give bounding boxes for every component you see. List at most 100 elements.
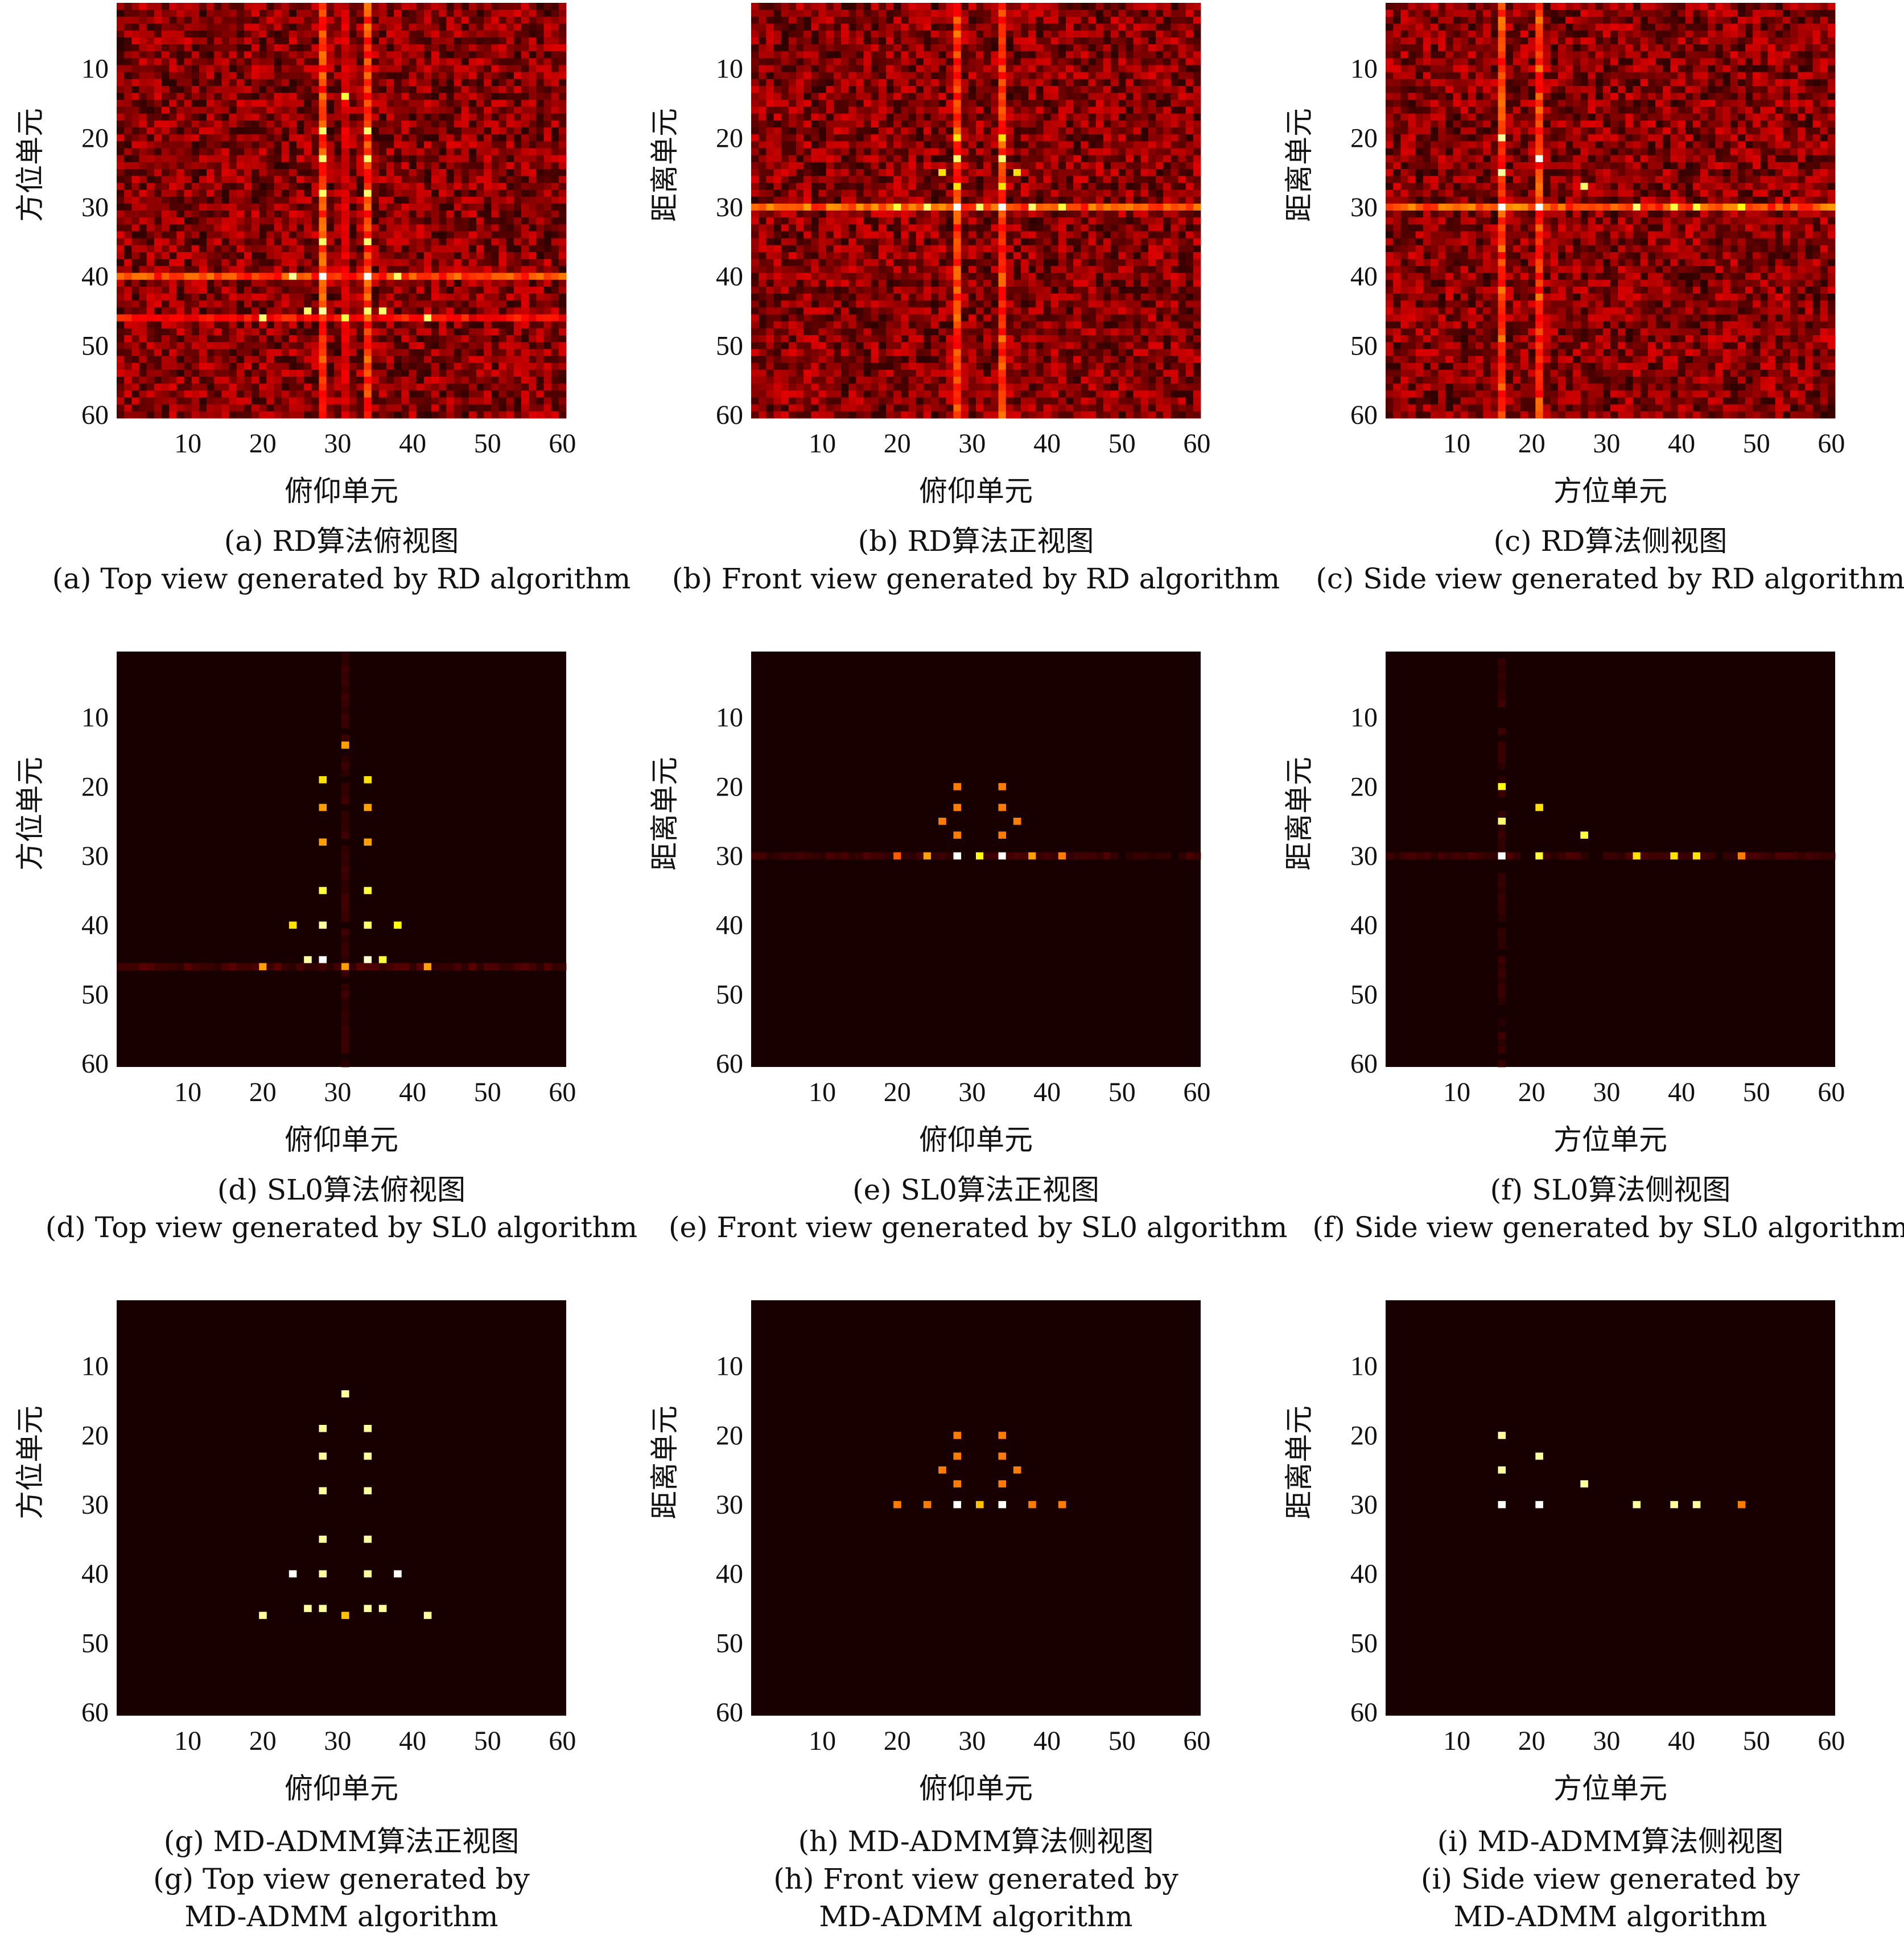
scatterer-cell	[364, 307, 372, 315]
x-tick-label: 10	[809, 1726, 836, 1756]
caption-cn: (b) RD算法正视图	[858, 525, 1094, 558]
heatmap-panel-a: 10 20 30 40 50 60 10 20 30 40 50 60 俯仰单元 方位单元	[14, 3, 576, 508]
scatterer-cell	[319, 838, 327, 846]
scatterer-cell	[1535, 1452, 1543, 1460]
x-tick-label: 20	[884, 1077, 911, 1107]
x-tick-label: 20	[1518, 1077, 1546, 1107]
scatterer-cell	[319, 238, 327, 246]
caption-en: (i) Side view generated by	[1420, 1862, 1800, 1895]
scatterer-cell	[1498, 169, 1506, 176]
plot-area	[1386, 1300, 1835, 1716]
scatterer-cell	[1498, 783, 1506, 790]
scatterer-cell	[289, 273, 297, 281]
y-tick-label: 10	[1350, 54, 1378, 84]
scatterer-cell	[319, 1605, 327, 1612]
scatterer-cell	[998, 183, 1007, 190]
caption-en: MD-ADMM algorithm	[184, 1900, 498, 1933]
x-tick-label: 60	[1183, 1726, 1210, 1756]
x-tick-label: 40	[1033, 1726, 1061, 1756]
x-tick-label: 30	[1593, 1077, 1620, 1107]
caption-cn: (h) MD-ADMM算法侧视图	[798, 1825, 1154, 1858]
scatterer-cell	[1535, 852, 1543, 860]
scatterer-cell	[364, 127, 372, 135]
heatmap-cells	[259, 1390, 432, 1619]
scatterer-cell	[364, 803, 372, 811]
scatterer-cell	[998, 203, 1007, 211]
x-tick-label: 20	[884, 428, 911, 459]
scatterer-cell	[1633, 1501, 1641, 1509]
heatmap-panel-g: 10 20 30 40 50 60 10 20 30 40 50 60 俯仰单元 方位单元	[14, 1300, 576, 1805]
scatterer-cell	[1498, 818, 1506, 825]
scatterer-cell	[953, 783, 962, 790]
scatterer-cell	[976, 1501, 984, 1509]
heatmap-cells	[751, 3, 1201, 419]
scatterer-cell	[319, 1487, 327, 1495]
scatterer-cell	[953, 1432, 962, 1439]
scatterer-cell	[923, 203, 932, 211]
y-axis-label: 距离单元	[648, 108, 681, 222]
y-tick-label: 60	[1350, 1697, 1378, 1728]
scatterer-cell	[341, 741, 349, 749]
y-tick-label: 10	[716, 54, 743, 84]
y-tick-label: 60	[716, 400, 743, 430]
y-tick-label: 60	[716, 1697, 743, 1728]
caption-cn: (d) SL0算法俯视图	[217, 1173, 466, 1206]
y-tick-label: 40	[716, 910, 743, 941]
scatterer-cell	[259, 963, 267, 971]
scatterer-cell	[319, 127, 327, 135]
x-tick-label: 10	[174, 1077, 201, 1107]
scatterer-cell	[953, 803, 962, 811]
y-tick-label: 20	[716, 1420, 743, 1450]
scatterer-cell	[319, 776, 327, 784]
x-tick-label: 10	[1443, 428, 1470, 459]
x-tick-label: 60	[1183, 428, 1210, 459]
scatterer-cell	[998, 134, 1007, 142]
x-tick-label: 60	[1818, 428, 1845, 459]
x-axis-label: 俯仰单元	[919, 1772, 1033, 1805]
scatterer-cell	[319, 1535, 327, 1543]
x-tick-label: 40	[1668, 1726, 1695, 1756]
heatmap-cells	[893, 1432, 1066, 1509]
scatterer-cell	[364, 956, 372, 963]
y-tick-label: 60	[1350, 400, 1378, 430]
scatterer-cell	[1028, 852, 1036, 860]
scatterer-cell	[998, 1480, 1007, 1487]
heatmap-panel-h: 10 20 30 40 50 60 10 20 30 40 50 60 俯仰单元 距离单元	[648, 1300, 1210, 1805]
x-tick-label: 10	[809, 1077, 836, 1107]
x-tick-label: 30	[324, 1077, 351, 1107]
y-tick-label: 40	[1350, 262, 1378, 292]
y-tick-label: 20	[716, 772, 743, 802]
scatterer-cell	[1580, 1480, 1588, 1487]
scatterer-cell	[1498, 1432, 1506, 1439]
y-tick-label: 10	[81, 703, 109, 733]
x-axis-label: 俯仰单元	[919, 1123, 1033, 1156]
y-tick-label: 40	[1350, 910, 1378, 941]
scatterer-cell	[1058, 852, 1066, 860]
heatmap-panel-f: 10 20 30 40 50 60 10 20 30 40 50 60 方位单元 距离单元	[1283, 652, 1845, 1156]
heatmap-cells	[117, 3, 567, 419]
y-tick-label: 10	[81, 54, 109, 84]
scatterer-cell	[423, 963, 432, 971]
x-tick-label: 60	[1183, 1077, 1210, 1107]
y-tick-label: 30	[716, 841, 743, 871]
caption-cn: (c) RD算法侧视图	[1493, 525, 1728, 558]
scatterer-cell	[319, 1425, 327, 1432]
y-tick-label: 10	[1350, 703, 1378, 733]
scatterer-cell	[998, 783, 1007, 790]
y-tick-label: 20	[1350, 123, 1378, 153]
x-tick-label: 30	[324, 1726, 351, 1756]
x-tick-label: 50	[1108, 428, 1136, 459]
y-axis-label: 距离单元	[648, 757, 681, 871]
scatterer-cell	[1028, 1501, 1036, 1509]
x-tick-label: 30	[324, 428, 351, 459]
caption-h: (h) MD-ADMM算法侧视图 (h) Front view generated…	[669, 1823, 1283, 1935]
y-tick-label: 30	[81, 192, 109, 222]
scatterer-cell	[319, 1452, 327, 1460]
x-tick-label: 40	[399, 1726, 426, 1756]
y-tick-label: 50	[1350, 979, 1378, 1009]
caption-en: (h) Front view generated by	[773, 1862, 1178, 1895]
scatterer-cell	[319, 307, 327, 315]
scatterer-cell	[1670, 1501, 1678, 1509]
scatterer-cell	[1633, 203, 1641, 211]
y-tick-label: 40	[716, 262, 743, 292]
